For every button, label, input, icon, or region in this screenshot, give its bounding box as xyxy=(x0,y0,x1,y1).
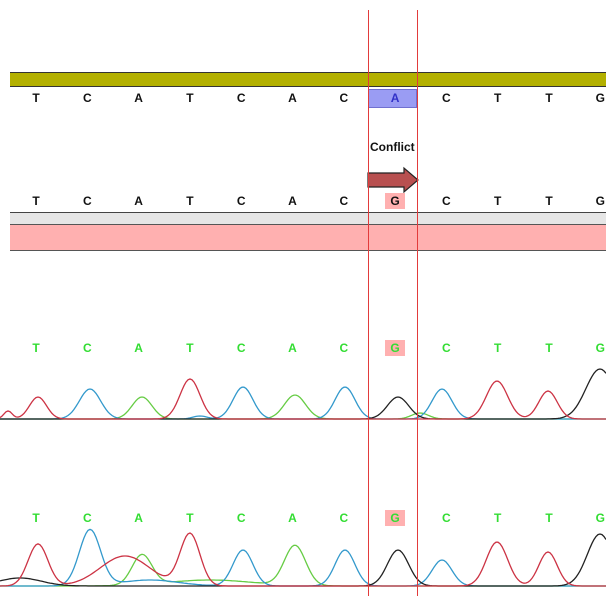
chromatogram-2-base[interactable]: C xyxy=(339,511,349,525)
reference-base[interactable]: T xyxy=(494,91,502,105)
reference-base[interactable]: T xyxy=(186,91,194,105)
selection-right-line[interactable] xyxy=(417,10,418,596)
reference-base[interactable]: C xyxy=(442,91,451,105)
chromatogram-1-base[interactable]: T xyxy=(494,341,502,355)
conflict-label: Conflict xyxy=(370,140,415,154)
chromatogram-2-base[interactable]: A xyxy=(134,511,143,525)
chromatogram-1-base[interactable]: T xyxy=(186,341,194,355)
read-base[interactable]: T xyxy=(545,194,553,208)
chromatogram-2-base[interactable]: T xyxy=(186,511,194,525)
trace-t-line xyxy=(0,532,606,587)
read-base[interactable]: G xyxy=(385,193,406,209)
chromatogram-1-base[interactable]: T xyxy=(545,341,553,355)
read-base[interactable]: C xyxy=(442,194,451,208)
chromatogram-1-base[interactable]: C xyxy=(339,341,349,355)
chromatogram-1-base[interactable]: T xyxy=(32,341,40,355)
read-base[interactable]: T xyxy=(186,194,194,208)
trace-c-line xyxy=(0,528,606,587)
reference-base[interactable]: T xyxy=(32,91,40,105)
chromatogram-1-base[interactable]: A xyxy=(134,341,143,355)
chromatogram-2-base[interactable]: A xyxy=(288,511,297,525)
reference-base[interactable]: T xyxy=(545,91,553,105)
chromatogram-1-base[interactable]: G xyxy=(385,340,406,356)
chromatogram-2-base[interactable]: G xyxy=(385,510,406,526)
reference-base[interactable]: C xyxy=(82,91,92,105)
trace-a-line xyxy=(0,544,606,587)
read-conflict-region xyxy=(10,224,606,251)
chromatogram-1-base[interactable]: G xyxy=(595,341,605,355)
trace-g-line xyxy=(0,533,606,587)
chromatogram-2-base[interactable]: T xyxy=(32,511,40,525)
read-base[interactable]: T xyxy=(32,194,40,208)
read-base[interactable]: A xyxy=(134,194,143,208)
trace-c-line xyxy=(0,386,606,420)
read-track-bar xyxy=(10,212,606,224)
chromatogram-2-base[interactable]: T xyxy=(494,511,502,525)
chromatogram-2-base[interactable]: T xyxy=(545,511,553,525)
chromatogram-2-base[interactable]: C xyxy=(442,511,451,525)
chromatogram-2-base[interactable]: C xyxy=(82,511,92,525)
chromatogram-1-base[interactable]: A xyxy=(288,341,297,355)
selection-left-line[interactable] xyxy=(368,10,369,596)
chromatogram-1-base[interactable]: C xyxy=(82,341,92,355)
reference-base[interactable]: A xyxy=(288,91,297,105)
trace-g-line xyxy=(0,368,606,420)
read-base[interactable]: G xyxy=(595,194,605,208)
reference-track-bar xyxy=(10,72,606,87)
reference-base[interactable]: A xyxy=(390,91,400,105)
chromatogram-2-base[interactable]: G xyxy=(595,511,605,525)
chromatogram-1-base[interactable]: C xyxy=(236,341,246,355)
chromatogram-2-base[interactable]: C xyxy=(236,511,246,525)
read-base[interactable]: T xyxy=(494,194,502,208)
reference-base[interactable]: A xyxy=(134,91,143,105)
chromatogram-2-trace[interactable] xyxy=(0,520,606,592)
read-base[interactable]: A xyxy=(288,194,297,208)
reference-base[interactable]: C xyxy=(339,91,349,105)
reference-base[interactable]: C xyxy=(236,91,246,105)
chromatogram-1-trace[interactable] xyxy=(0,355,606,425)
read-base[interactable]: C xyxy=(339,194,349,208)
conflict-arrow-icon[interactable] xyxy=(366,166,422,196)
read-base[interactable]: C xyxy=(82,194,92,208)
chromatogram-1-base[interactable]: C xyxy=(442,341,451,355)
trace-t-line xyxy=(0,378,606,420)
read-base[interactable]: C xyxy=(236,194,246,208)
reference-base[interactable]: G xyxy=(595,91,605,105)
trace-a-line xyxy=(0,394,606,420)
